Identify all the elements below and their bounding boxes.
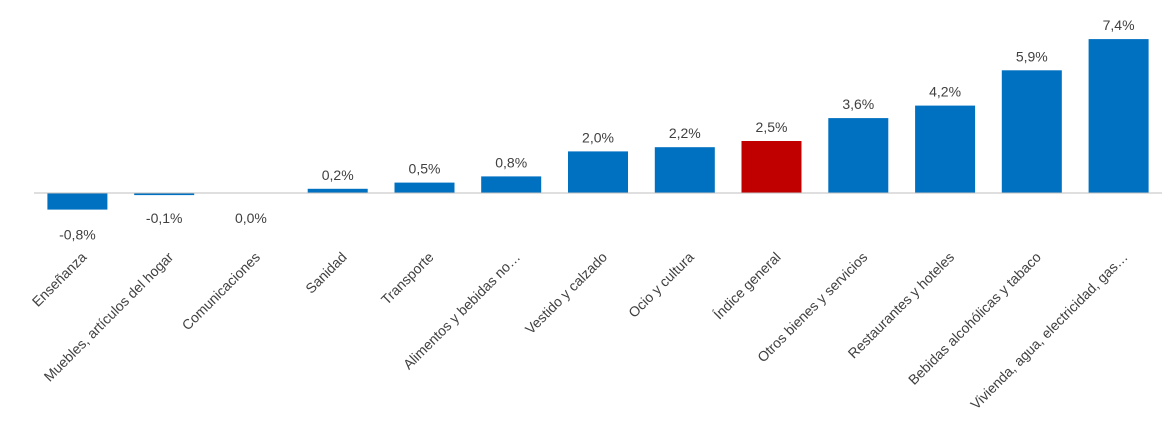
value-labels-layer: -0,8% -0,1% 0,0% 0,2% 0,5% 0,8% 2,0% 2,2% 2,5% 3,… [59, 17, 1134, 243]
data-label-vivienda-agua-electricidad-gas: 7,4% [1103, 17, 1135, 33]
category-label-vestido-y-calzado: Vestido y calzado [522, 249, 611, 338]
data-label-restaurantes-y-hoteles: 4,2% [929, 84, 961, 100]
bars-layer [47, 39, 1149, 210]
data-label-ensenanza: -0,8% [59, 227, 96, 243]
bar-sanidad [307, 188, 368, 193]
bar-transporte [394, 182, 455, 193]
data-label-muebles-articulos-del-hogar: -0,1% [146, 210, 183, 226]
data-label-transporte: 0,5% [409, 161, 441, 177]
bar-otros-bienes-y-servicios [828, 118, 889, 193]
category-label-ocio-y-cultura: Ocio y cultura [625, 249, 697, 321]
bar-bebidas-alcoholicas-y-tabaco [1001, 70, 1062, 193]
data-label-vestido-y-calzado: 2,0% [582, 129, 614, 145]
bar-ocio-y-cultura [654, 147, 715, 193]
data-label-otros-bienes-y-servicios: 3,6% [842, 96, 874, 112]
bar-ensenanza [47, 193, 108, 210]
data-label-indice-general: 2,5% [756, 119, 788, 135]
category-label-ensenanza: Enseñanza [29, 249, 90, 310]
category-label-sanidad: Sanidad [302, 249, 350, 297]
bar-alimentos-y-bebidas-no [481, 176, 542, 193]
bar-indice-general [741, 141, 802, 193]
data-label-sanidad: 0,2% [322, 167, 354, 183]
category-label-transporte: Transporte [378, 249, 437, 308]
data-label-comunicaciones: 0,0% [235, 210, 267, 226]
bar-vestido-y-calzado [568, 151, 628, 193]
category-label-indice-general: Índice general [710, 249, 784, 323]
bar-muebles-articulos-del-hogar [134, 193, 195, 196]
data-label-ocio-y-cultura: 2,2% [669, 125, 701, 141]
bar-restaurantes-y-hoteles [915, 105, 976, 193]
data-label-alimentos-y-bebidas-no: 0,8% [495, 154, 527, 170]
data-label-bebidas-alcoholicas-y-tabaco: 5,9% [1016, 48, 1048, 64]
category-label-comunicaciones: Comunicaciones [179, 249, 263, 333]
bar-vivienda-agua-electricidad-gas [1088, 39, 1149, 193]
category-label-vivienda-agua-electricidad-gas: Vivienda, agua, electricidad, gas… [967, 249, 1131, 413]
